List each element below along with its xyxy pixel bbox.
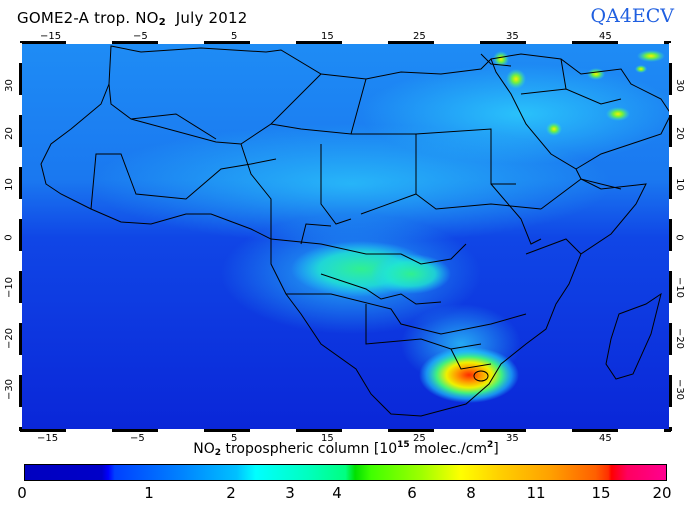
bottom-frame-ticks xyxy=(20,429,671,432)
label-end: ] xyxy=(493,441,499,457)
bottom-lon-tick: 25 xyxy=(413,433,426,444)
right-lat-tick: 0 xyxy=(673,234,685,241)
bottom-lon-tick: 15 xyxy=(321,433,334,444)
left-lat-tick: 20 xyxy=(3,127,15,140)
top-lon-tick: −5 xyxy=(133,31,148,42)
bottom-lon-tick: −5 xyxy=(130,433,145,444)
title-date: July 2012 xyxy=(165,9,248,27)
right-lat-tick: 30 xyxy=(673,79,685,92)
colorbar-tick: 15 xyxy=(591,484,611,502)
left-lat-tick: −30 xyxy=(4,378,16,401)
right-lat-tick: −10 xyxy=(674,276,686,299)
no2-heatmap-svg xyxy=(21,44,670,430)
colorbar-tick: 4 xyxy=(332,484,342,502)
top-lon-tick: 45 xyxy=(599,31,612,42)
right-lat-tick: 10 xyxy=(673,178,685,191)
label-sup2: 2 xyxy=(487,440,494,450)
left-lat-tick: 30 xyxy=(3,79,15,92)
label-sup: 15 xyxy=(397,440,410,450)
top-lon-tick: 5 xyxy=(231,31,238,42)
colorbar-tick: 3 xyxy=(285,484,295,502)
bottom-lon-tick: 45 xyxy=(599,433,612,444)
bottom-lon-tick: 5 xyxy=(231,433,238,444)
label-mid: tropospheric column [10 xyxy=(221,441,398,457)
left-lat-tick: 0 xyxy=(3,234,15,241)
colorbar-tick: 8 xyxy=(466,484,476,502)
colorbar-tick: 6 xyxy=(407,484,417,502)
colorbar xyxy=(24,464,667,481)
top-lon-tick: 15 xyxy=(321,31,334,42)
top-lon-tick: 25 xyxy=(413,31,426,42)
left-lat-tick: 10 xyxy=(3,178,15,191)
label-no: NO xyxy=(193,441,215,457)
top-lon-tick: 35 xyxy=(506,31,519,42)
right-lat-tick: −20 xyxy=(674,327,686,350)
colorbar-tick: 2 xyxy=(226,484,236,502)
colorbar-tick: 20 xyxy=(652,484,672,502)
title-text: GOME2-A trop. NO xyxy=(17,9,159,27)
bottom-lon-tick: −15 xyxy=(37,433,59,444)
left-frame-ticks xyxy=(19,43,22,431)
right-lat-tick: −30 xyxy=(674,378,686,401)
colorbar-tick: 11 xyxy=(526,484,546,502)
left-lat-tick: −10 xyxy=(4,276,16,299)
label-mid2: molec./cm xyxy=(409,441,488,457)
colorbar-tick: 0 xyxy=(17,484,27,502)
top-lon-tick: −15 xyxy=(40,31,62,42)
top-frame-ticks xyxy=(20,41,671,44)
right-frame-ticks xyxy=(669,43,672,431)
bottom-lon-tick: 35 xyxy=(506,433,519,444)
label-sub: 2 xyxy=(214,448,221,458)
left-lat-tick: −20 xyxy=(4,327,16,350)
brand-label: QA4ECV xyxy=(590,5,674,27)
title-subscript: 2 xyxy=(158,17,166,28)
no2-map xyxy=(20,43,671,431)
colorbar-label: NO2 tropospheric column [1015 molec./cm2… xyxy=(0,440,692,458)
colorbar-tick: 1 xyxy=(144,484,154,502)
right-lat-tick: 20 xyxy=(673,127,685,140)
map-title: GOME2-A trop. NO2 July 2012 xyxy=(17,9,248,28)
